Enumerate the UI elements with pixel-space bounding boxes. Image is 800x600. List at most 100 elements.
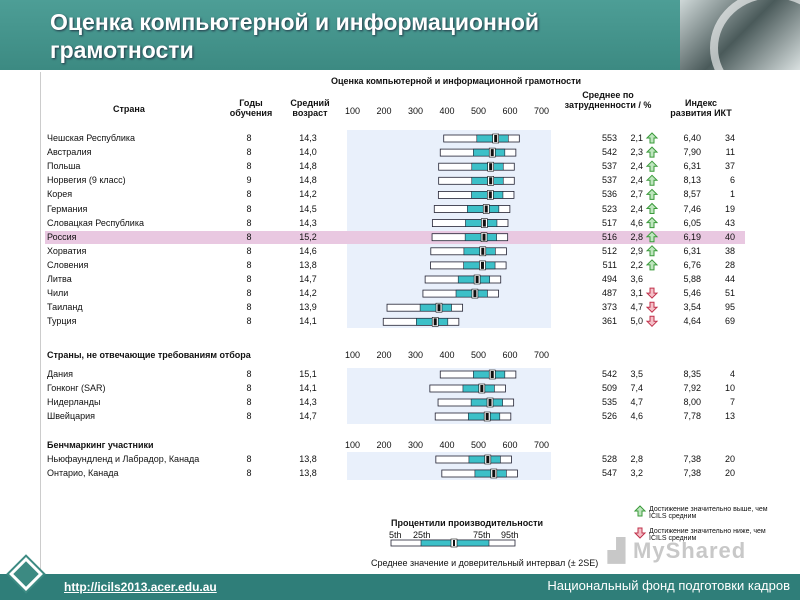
row-10-age: 14,7 (299, 274, 317, 284)
row-11-sig-down-icon (645, 287, 659, 299)
row-3-country: Норвегия (9 класс) (47, 175, 126, 186)
row-6-age: 14,3 (299, 217, 317, 228)
g3-row-0-years: 8 (246, 454, 252, 464)
row-11-mean: 487 (601, 288, 617, 299)
legend-p75: 75th (473, 530, 491, 540)
row-12-years: 8 (246, 302, 252, 313)
row-6-years: 8 (246, 217, 252, 228)
row-13-sig-down-icon (645, 315, 659, 328)
g3-row-0-age: 13,8 (299, 454, 317, 464)
g2-row-3-se: 4,6 (630, 411, 643, 421)
row-5-se: 2,4 (630, 203, 643, 214)
row-2-country: Польша (47, 161, 81, 172)
row-5-sig-up-icon (645, 202, 659, 214)
row-5-rank: 19 (724, 203, 735, 214)
row-6-country: Словацкая Республика (47, 217, 144, 228)
row-10-ict: 5,88 (683, 274, 701, 284)
row-7-bar-mean (482, 233, 486, 241)
g2-row-0-se: 3,5 (630, 369, 643, 379)
g2-row-3-country: Швейцария (47, 411, 96, 421)
row-8-mean: 512 (601, 245, 617, 256)
row-9-sig-up-icon (645, 259, 659, 271)
row-9-ict: 6,76 (683, 259, 701, 270)
scale-tick-g2: 300 (408, 350, 424, 360)
g2-row-0-mean: 542 (601, 369, 617, 379)
row-0-country: Чешская Республика (47, 133, 135, 143)
group2-title: Страны, не отвечающие требованиям отбора (47, 350, 251, 360)
row-7-age: 15,2 (299, 231, 317, 242)
group3-title: Бенчмаркинг участники (47, 440, 154, 450)
row-4-bar-mean (488, 191, 492, 199)
footer-link[interactable]: http://icils2013.acer.edu.au (64, 580, 217, 594)
row-1-mean: 542 (601, 147, 617, 158)
scale-tick-g3: 300 (408, 440, 424, 450)
g2-row-2-ict: 8,00 (683, 397, 701, 407)
row-0-mean: 553 (601, 133, 617, 143)
g2-row-1-se: 7,4 (630, 383, 643, 393)
g3-row-1-se: 3,2 (630, 468, 643, 478)
scale-tick-g2: 700 (534, 350, 550, 360)
row-4-country: Корея (47, 189, 73, 200)
legend-up-icon (633, 505, 647, 517)
g3-row-1-years: 8 (246, 468, 252, 478)
scale-tick-g2: 400 (439, 350, 455, 360)
row-7-rank: 40 (724, 231, 735, 242)
row-1-years: 8 (246, 147, 252, 158)
legend-p25: 25th (413, 530, 431, 540)
row-3-years: 9 (246, 175, 252, 186)
legend-percentiles: Процентили производительности (391, 518, 544, 528)
row-11-country: Чили (47, 288, 69, 299)
watermark-logo: ▟ MyShared (608, 538, 747, 563)
row-10-se: 3,6 (630, 274, 643, 284)
row-0-years: 8 (246, 133, 252, 143)
row-12-mean: 373 (601, 302, 617, 313)
row-4-mean: 536 (601, 189, 617, 200)
row-8-age: 14,6 (299, 245, 317, 256)
row-3-se: 2,4 (630, 175, 643, 186)
scale-tick-g3: 600 (502, 440, 518, 450)
g2-row-1-years: 8 (246, 383, 252, 393)
row-10-rank: 44 (724, 274, 735, 284)
row-12-country: Таиланд (47, 302, 83, 313)
row-12-age: 13,9 (299, 302, 317, 313)
scale-tick-main: 500 (471, 106, 487, 116)
g3-row-0-bar-mean (486, 456, 490, 463)
row-3-mean: 537 (601, 175, 617, 186)
row-0-rank: 34 (724, 133, 735, 143)
header-decoration (680, 0, 800, 106)
scale-tick-g3: 400 (439, 440, 455, 450)
scale-tick-main: 300 (408, 106, 424, 116)
row-9-mean: 511 (602, 259, 617, 270)
scale-tick-main: 400 (439, 106, 455, 116)
row-2-se: 2,4 (630, 161, 643, 172)
g2-row-1-age: 14,1 (299, 383, 317, 393)
row-11-rank: 51 (724, 288, 735, 299)
row-6-bar-mean (482, 219, 486, 227)
row-8-years: 8 (246, 245, 252, 256)
scale-tick-g3: 200 (376, 440, 392, 450)
row-13-mean: 361 (601, 316, 617, 327)
row-1-country: Австралия (47, 147, 92, 158)
row-7-years: 8 (246, 231, 252, 242)
row-0-ict: 6,40 (683, 133, 701, 143)
row-1-ict: 7,90 (683, 147, 701, 158)
g2-row-2-se: 4,7 (630, 397, 643, 407)
table-title: Оценка компьютерной и информационной гра… (331, 76, 582, 86)
row-13-bar-mean (433, 318, 437, 326)
row-8-sig-up-icon (645, 245, 659, 257)
row-5-country: Германия (47, 203, 88, 214)
scale-tick-g3: 100 (345, 440, 361, 450)
g2-row-1-bar-mean (480, 385, 484, 392)
g2-row-3-ict: 7,78 (683, 411, 701, 421)
row-4-rank: 1 (729, 189, 735, 200)
g2-row-3-rank: 13 (724, 411, 735, 421)
row-13-years: 8 (246, 316, 252, 327)
col-header-ict: Индекс развития ИКТ (670, 98, 732, 118)
scale-tick-g2: 500 (471, 350, 487, 360)
scale-tick-main: 200 (376, 106, 392, 116)
g2-row-0-bar-mean (490, 371, 494, 378)
row-7-ict: 6,19 (683, 231, 701, 242)
row-3-rank: 6 (729, 175, 735, 186)
row-11-ict: 5,46 (683, 288, 701, 299)
g3-row-1-rank: 20 (724, 468, 735, 478)
